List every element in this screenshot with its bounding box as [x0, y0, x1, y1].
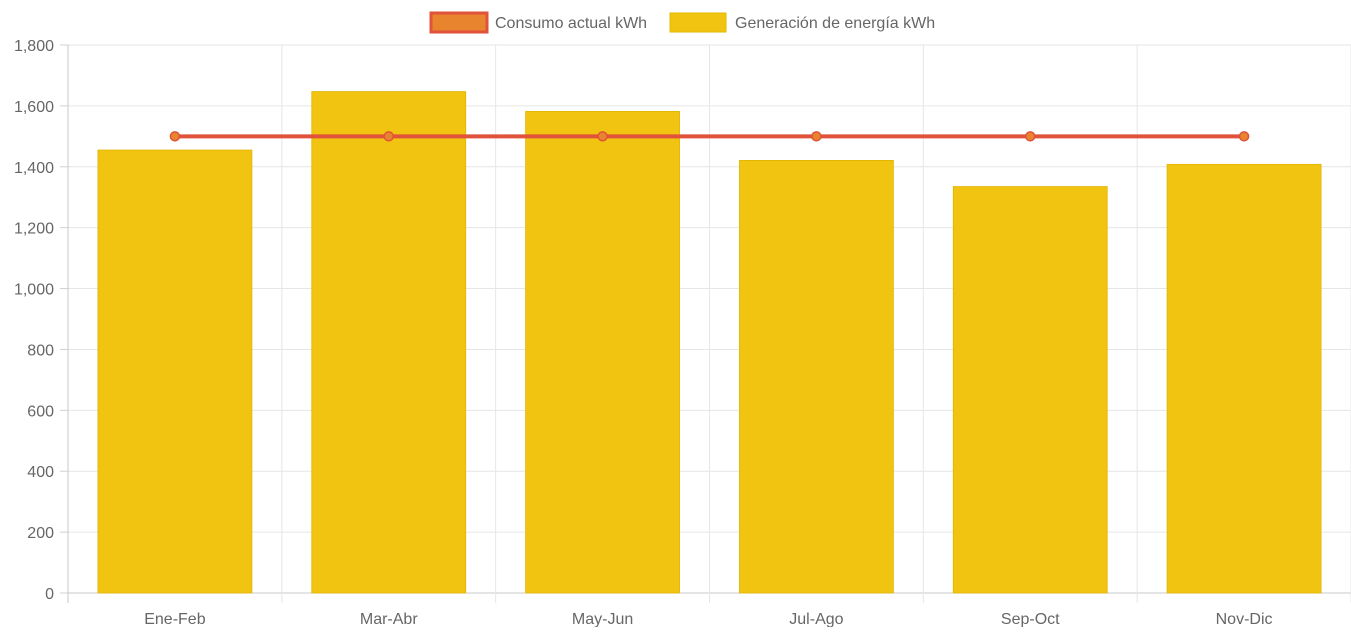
bar-mar-abr[interactable] [311, 91, 467, 594]
y-tick-label: 1,200 [14, 221, 54, 238]
legend-item-generacion[interactable]: Generación de energía kWh [669, 12, 935, 33]
legend-label-generacion: Generación de energía kWh [735, 15, 935, 32]
grid [67, 44, 1351, 603]
line-point-mar-abr[interactable] [383, 131, 394, 142]
y-tick-label: 400 [27, 464, 54, 481]
x-tick-label: Nov-Dic [1216, 611, 1273, 627]
y-tick-label: 200 [27, 525, 54, 542]
y-tick-label: 800 [27, 342, 54, 359]
y-tick-label: 600 [27, 403, 54, 420]
x-tick-label: Jul-Ago [789, 611, 843, 627]
bar-may-jun[interactable] [525, 110, 680, 594]
legend-item-consumo[interactable]: Consumo actual kWh [429, 11, 647, 34]
bar-sep-oct[interactable] [952, 186, 1108, 594]
legend-swatch-generacion [669, 12, 727, 33]
bars [97, 91, 1322, 594]
y-tick-label: 1,600 [14, 99, 54, 116]
line-point-sep-oct[interactable] [1025, 131, 1036, 142]
line-point-ene-feb[interactable] [169, 131, 181, 142]
axes: 0 200 400 600 800 1,000 1,200 1,400 1,600 1,800 En… [14, 38, 1273, 628]
line-point-jul-ago[interactable] [811, 131, 822, 142]
y-tick-label: 1,000 [14, 282, 54, 299]
x-tick-label: Sep-Oct [1001, 611, 1060, 627]
line-point-nov-dic[interactable] [1238, 131, 1250, 142]
line-point-may-jun[interactable] [597, 131, 608, 142]
bar-jul-ago[interactable] [739, 159, 894, 594]
y-tick-label: 0 [45, 586, 54, 603]
y-tick-label: 1,800 [14, 38, 54, 55]
y-tick-label: 1,400 [14, 160, 54, 177]
legend-swatch-consumo [429, 11, 489, 34]
x-tick-label: Ene-Feb [144, 611, 205, 627]
legend-label-consumo: Consumo actual kWh [495, 15, 647, 32]
bar-nov-dic[interactable] [1166, 163, 1322, 594]
legend: Consumo actual kWh Generación de energía… [429, 11, 935, 34]
bar-ene-feb[interactable] [97, 149, 253, 594]
x-tick-label: Mar-Abr [360, 611, 418, 627]
x-tick-label: May-Jun [572, 611, 633, 627]
line-series [169, 131, 1250, 142]
